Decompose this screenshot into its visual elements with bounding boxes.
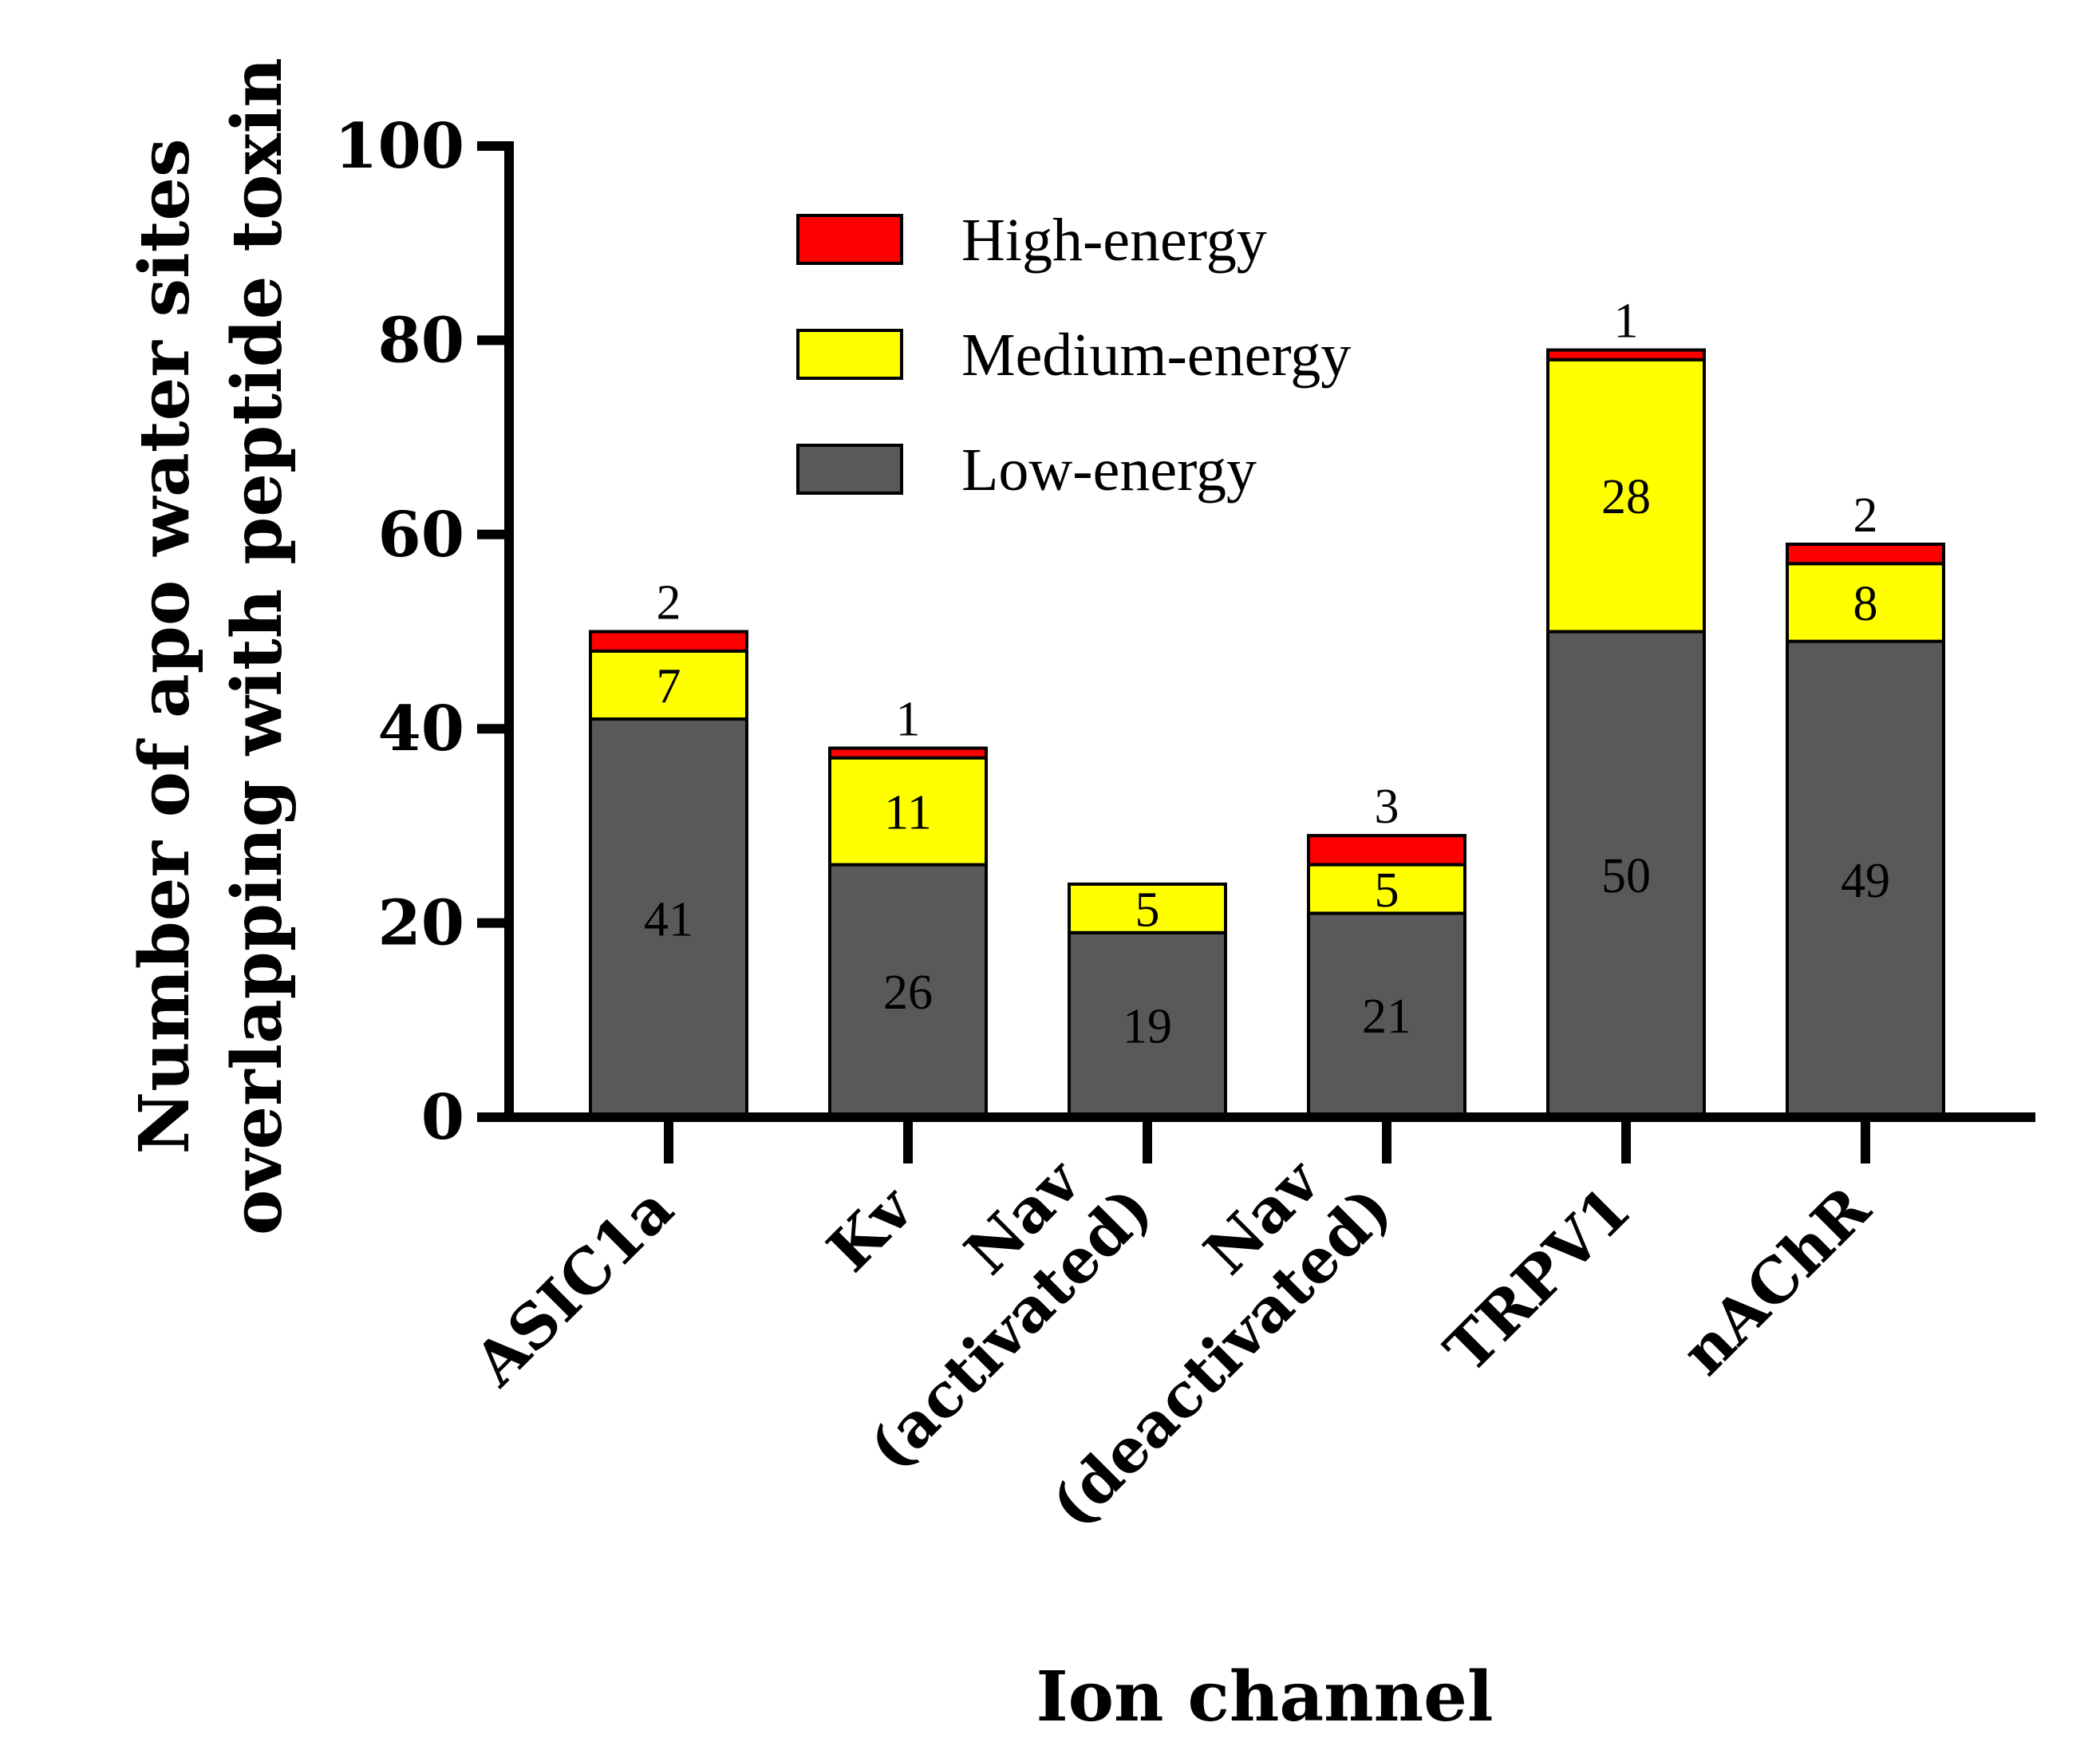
axes-group	[504, 141, 2035, 1122]
bar-segment-high-energy-nachr	[1786, 542, 1945, 566]
x-category-label-kv: Kv	[814, 1171, 928, 1286]
data-label-low-energy: 19	[1123, 999, 1172, 1053]
legend-label-low-energy: Low-energy	[961, 437, 1257, 504]
data-label-medium-energy: 7	[657, 659, 681, 713]
x-axis-title: Ion channel	[1036, 1657, 1493, 1737]
legend-swatch-medium-energy	[796, 329, 903, 380]
data-label-low-energy: 41	[644, 893, 693, 947]
data-label-high-energy: 2	[1853, 488, 1878, 543]
y-tick-label: 60	[377, 499, 464, 571]
bar-segment-medium-energy-kv	[828, 756, 988, 867]
data-label-high-energy: 3	[1375, 780, 1399, 834]
bar-segment-medium-energy-nav-deactivated	[1307, 863, 1466, 915]
data-label-medium-energy: 5	[1375, 863, 1399, 918]
legend-label-medium-energy: Medium-energy	[961, 322, 1351, 389]
data-label-high-energy: 1	[896, 693, 921, 747]
bar-segment-high-energy-trpv1	[1546, 348, 1706, 361]
bar-segment-medium-energy-nav-activated	[1068, 882, 1227, 934]
data-label-medium-energy: 5	[1135, 883, 1160, 937]
y-tick-label: 20	[377, 887, 464, 960]
x-category-label-asic1a: ASIC1a	[460, 1173, 686, 1400]
y-axis-title: Number of apo water sites overlapping wit…	[124, 57, 298, 1235]
y-tick-label: 100	[334, 110, 464, 183]
bar-segment-high-energy-kv	[828, 746, 988, 760]
data-label-medium-energy: 8	[1853, 577, 1878, 631]
x-ticks-group	[664, 1117, 1870, 1163]
legend: High-energy Medium-energy Low-energy	[796, 207, 1351, 504]
x-category-label-trpv1: TRPV1	[1431, 1173, 1644, 1386]
data-label-low-energy: 21	[1362, 990, 1411, 1044]
y-tick-label: 40	[377, 693, 464, 765]
category-labels-group: ASIC1a Kv Nav(activated) Nav(deactivated) TR…	[460, 1144, 1885, 1541]
data-label-low-energy: 50	[1601, 849, 1651, 903]
bar-segment-low-energy-nachr	[1786, 639, 1945, 1119]
data-label-low-energy: 49	[1841, 854, 1890, 908]
bar-segment-medium-energy-trpv1	[1546, 358, 1706, 634]
y-tick-label: 0	[421, 1081, 464, 1154]
y-ticks-group: 0 20 40 60 80 100	[334, 110, 509, 1154]
bar-segment-high-energy-asic1a	[589, 630, 748, 653]
bar-segment-medium-energy-nachr	[1786, 562, 1945, 643]
data-label-medium-energy: 28	[1601, 470, 1651, 524]
data-label-low-energy: 26	[883, 966, 933, 1020]
y-tick-label: 80	[377, 304, 464, 377]
data-label-medium-energy: 11	[884, 786, 932, 840]
data-label-high-energy: 1	[1614, 294, 1639, 349]
legend-label-high-energy: High-energy	[961, 207, 1267, 274]
legend-swatch-high-energy	[796, 214, 903, 265]
bar-segment-high-energy-nav-deactivated	[1307, 834, 1466, 867]
data-label-high-energy: 2	[657, 576, 681, 630]
bars-group	[589, 348, 1945, 1120]
x-category-label-nachr: nAChR	[1668, 1172, 1885, 1389]
legend-swatch-low-energy	[796, 444, 903, 495]
bar-segment-medium-energy-asic1a	[589, 649, 748, 721]
bar-segment-low-energy-asic1a	[589, 717, 748, 1120]
